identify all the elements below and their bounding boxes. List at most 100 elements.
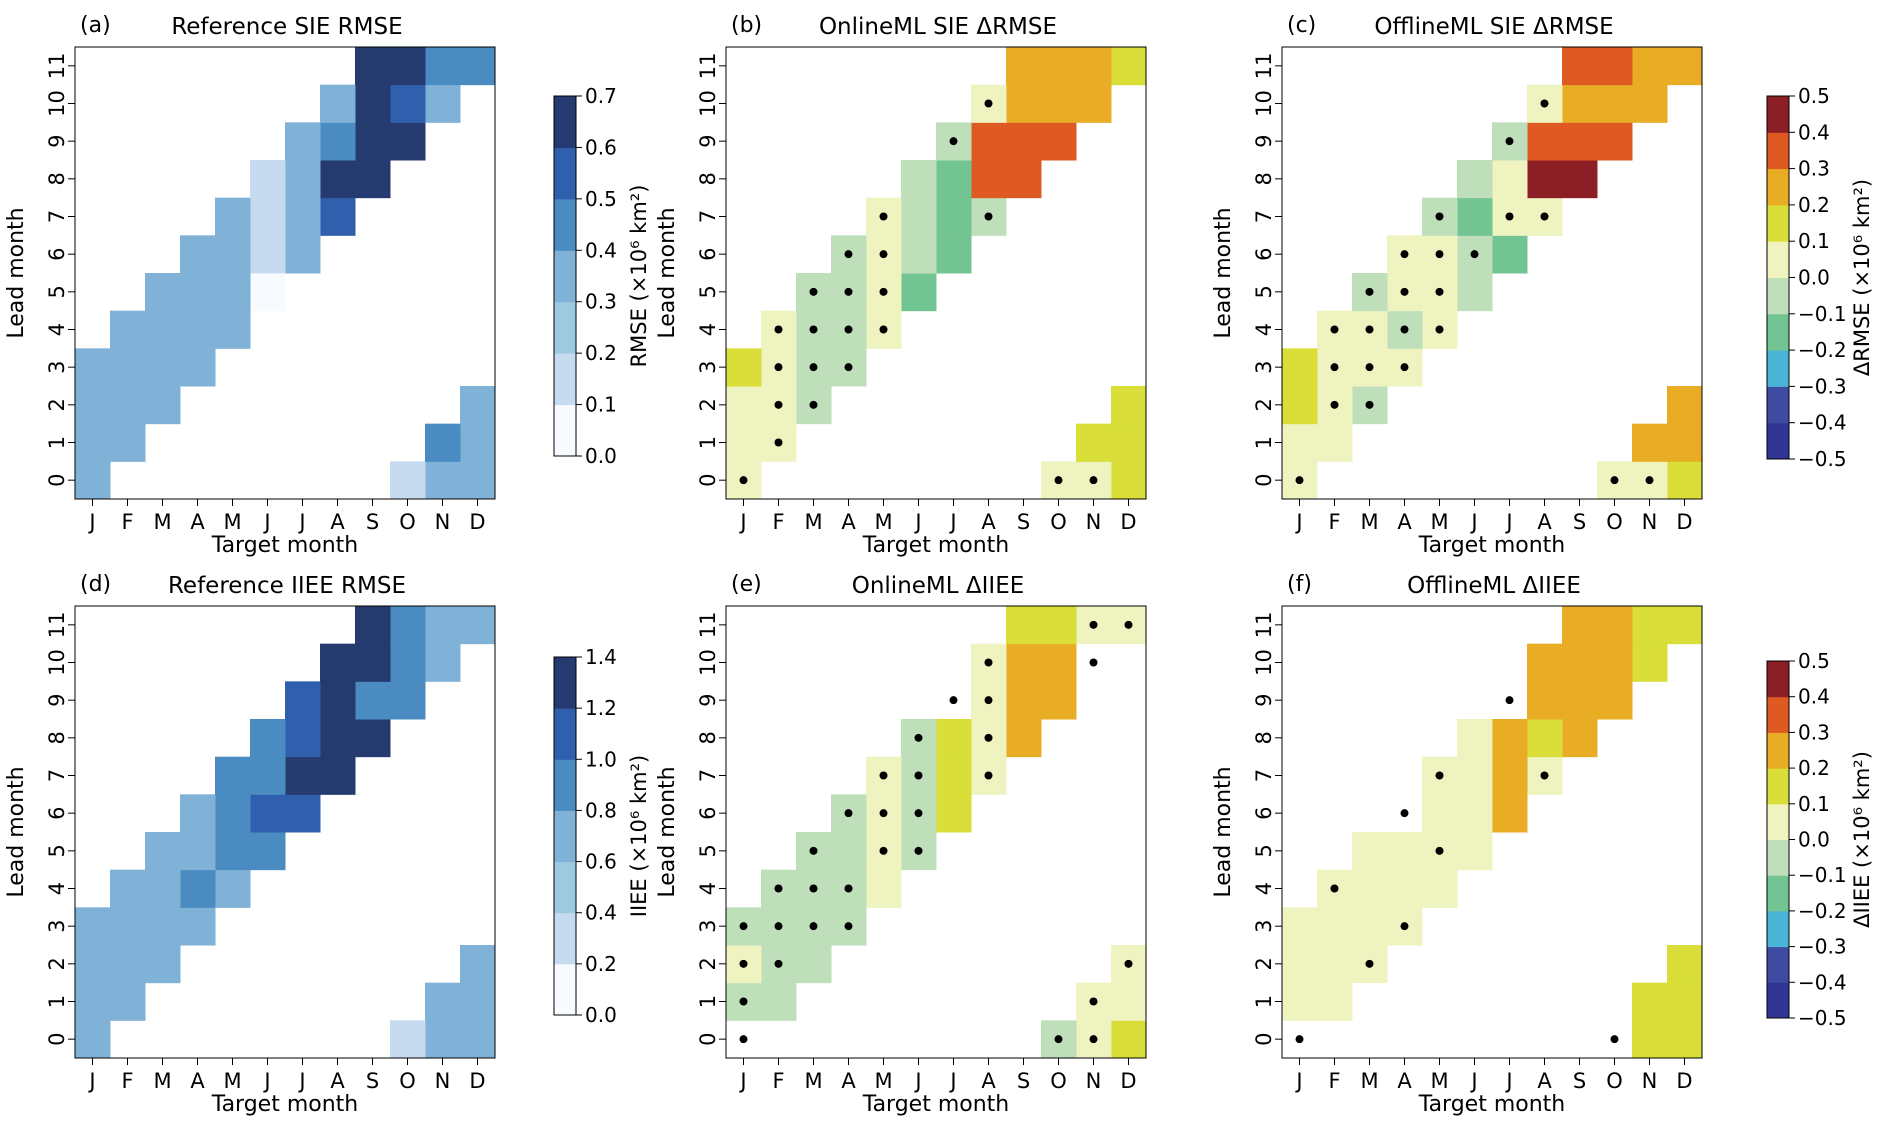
significance-dot	[844, 287, 853, 296]
significance-dot	[844, 325, 853, 334]
heatmap-cell	[320, 719, 356, 758]
heatmap-cell	[425, 643, 461, 682]
panel-label: (c)	[1287, 13, 1316, 38]
significance-dot	[809, 325, 818, 334]
y-axis-label: Lead month	[655, 207, 680, 338]
colorbar-swatch	[1767, 661, 1789, 698]
heatmap-cell	[180, 907, 216, 946]
significance-dot	[1435, 250, 1444, 259]
colorbar-swatch	[1767, 422, 1789, 460]
x-tick-label: N	[1086, 1069, 1102, 1093]
heatmap-cell	[285, 794, 321, 833]
heatmap-cell	[215, 794, 251, 833]
x-tick-label: J	[913, 1069, 921, 1093]
y-axis-label: Lead month	[4, 207, 29, 338]
significance-dot	[1540, 99, 1549, 108]
y-tick-label: 5	[696, 285, 720, 298]
significance-dot	[879, 771, 888, 780]
significance-dot	[774, 959, 783, 968]
x-axis-label: Target month	[211, 533, 358, 558]
heatmap-cell	[1527, 643, 1563, 682]
colorbar-swatch	[1767, 277, 1789, 315]
significance-dot	[879, 287, 888, 296]
x-axis-label: Target month	[211, 1092, 358, 1117]
heatmap-cell	[110, 386, 146, 425]
heatmap-cell	[1006, 719, 1042, 758]
colorbar-swatch	[554, 147, 576, 200]
significance-dot	[739, 997, 748, 1006]
heatmap-cell	[145, 386, 181, 425]
significance-dot	[949, 137, 958, 146]
y-tick-label: 4	[45, 323, 69, 336]
heatmap-cell	[1387, 869, 1423, 908]
y-tick-label: 7	[45, 210, 69, 223]
y-tick-label: 0	[45, 473, 69, 486]
y-tick-label: 8	[696, 731, 720, 744]
heatmap-cell	[425, 84, 461, 123]
heatmap-cell	[1006, 643, 1042, 682]
colorbar-tick-label: 0.4	[585, 238, 617, 262]
y-tick-label: 7	[696, 210, 720, 223]
chart-title: OfflineML ΔIIEE	[1407, 573, 1581, 599]
heatmap-cell	[936, 197, 972, 236]
y-tick-label: 1	[45, 436, 69, 449]
colorbar-tick-label: 0.3	[585, 290, 617, 314]
y-tick-label: 1	[1252, 995, 1276, 1008]
significance-dot	[844, 363, 853, 372]
y-tick-label: 5	[696, 844, 720, 857]
heatmap-cell	[1562, 719, 1598, 758]
x-tick-label: S	[1017, 510, 1030, 534]
heatmap-cell	[1667, 945, 1703, 984]
heatmap-cell	[110, 945, 146, 984]
heatmap-cell	[425, 982, 461, 1021]
heatmap-cell	[1562, 47, 1598, 86]
x-tick-label: A	[1537, 1069, 1552, 1093]
colorbar-swatch	[554, 810, 576, 863]
heatmap-cell	[1527, 719, 1563, 758]
colorbar-tick-label: −0.5	[1798, 447, 1847, 471]
colorbar-swatch	[1767, 168, 1789, 206]
colorbar-swatch	[1767, 204, 1789, 242]
heatmap-cell	[1111, 982, 1147, 1021]
colorbar-swatch	[1767, 946, 1789, 983]
x-tick-label: A	[330, 1069, 345, 1093]
colorbar: −0.5 −0.4 −0.3 −0.2 −0.1 0.0 0.1 0.2 0.3 0.4 0.5 ΔI…	[1766, 649, 1874, 1030]
y-tick-label: 7	[45, 769, 69, 782]
x-tick-label: N	[435, 510, 451, 534]
heatmap-cell	[1492, 235, 1528, 274]
heatmap-cell	[1006, 84, 1042, 123]
y-tick-label: 10	[1252, 90, 1276, 117]
colorbar-swatch	[1767, 386, 1789, 424]
heatmap-cell	[1492, 794, 1528, 833]
colorbar-tick-label: −0.1	[1798, 863, 1847, 887]
significance-dot	[914, 733, 923, 742]
colorbar-label: RMSE (×10⁶ km²)	[627, 185, 651, 368]
heatmap-cell	[75, 386, 111, 425]
colorbar-tick-label: 0.0	[585, 1003, 617, 1027]
colorbar-tick-label: 1.2	[585, 696, 617, 720]
significance-dot	[879, 212, 888, 221]
heatmap-cell	[901, 273, 937, 312]
x-tick-label: D	[469, 1069, 485, 1093]
heatmap-cell	[110, 348, 146, 387]
y-tick-label: 4	[45, 882, 69, 895]
colorbar-swatch	[554, 657, 576, 709]
x-tick-label: J	[297, 1069, 305, 1093]
heatmap-cell	[1492, 719, 1528, 758]
colorbar-swatch	[1767, 875, 1789, 912]
significance-dot	[1330, 363, 1339, 372]
x-tick-label: F	[121, 1069, 133, 1093]
y-tick-label: 2	[1252, 957, 1276, 970]
heatmap-cell	[145, 945, 181, 984]
significance-dot	[739, 476, 748, 485]
colorbar-swatch	[1767, 132, 1789, 170]
y-tick-label: 11	[696, 52, 720, 79]
heatmap-cell	[901, 235, 937, 274]
x-tick-label: M	[804, 510, 822, 534]
heatmap-cell	[1317, 982, 1353, 1021]
x-tick-label: J	[87, 1069, 95, 1093]
significance-dot	[1295, 476, 1304, 485]
colorbar-swatch	[1767, 241, 1789, 278]
y-tick-label: 2	[45, 398, 69, 411]
